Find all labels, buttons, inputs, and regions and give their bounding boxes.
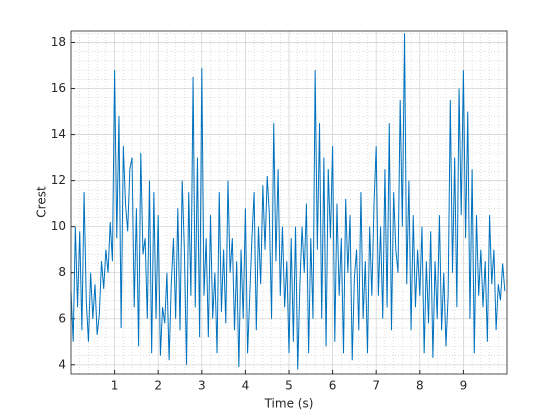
x-tick-label: 8	[416, 379, 424, 393]
x-tick-label: 9	[460, 379, 468, 393]
y-tick-label: 14	[51, 127, 66, 141]
x-tick-label: 1	[111, 379, 119, 393]
y-tick-label: 18	[51, 35, 66, 49]
plot-frame	[70, 30, 508, 375]
x-tick-label: 6	[329, 379, 337, 393]
y-axis-label: Crest	[35, 186, 49, 218]
y-tick-label: 12	[51, 173, 66, 187]
x-axis-label: Time (s)	[264, 397, 314, 411]
x-tick-label: 7	[372, 379, 380, 393]
y-tick-label: 16	[51, 81, 66, 95]
y-tick-label: 8	[58, 265, 66, 279]
x-tick-label: 2	[154, 379, 162, 393]
y-tick-label: 6	[58, 311, 66, 325]
y-tick-label: 10	[51, 219, 66, 233]
y-tick-label: 4	[58, 357, 66, 371]
data-line	[70, 33, 506, 370]
x-tick-label: 4	[242, 379, 250, 393]
x-tick-label: 5	[285, 379, 293, 393]
x-tick-label: 3	[198, 379, 206, 393]
